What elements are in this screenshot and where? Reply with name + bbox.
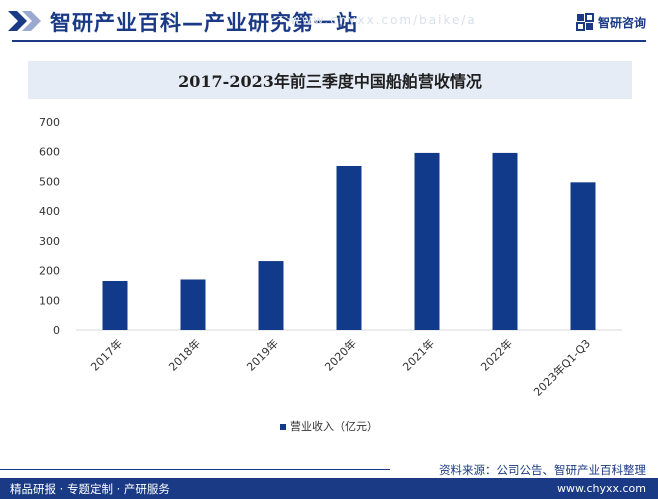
footer-website[interactable]: www.chyxx.com — [556, 482, 646, 495]
legend-label: 营业收入（亿元） — [290, 420, 378, 433]
x-tick-label: 2020年 — [322, 336, 359, 373]
y-tick-label: 100 — [39, 294, 60, 307]
x-tick-label: 2022年 — [478, 336, 515, 373]
x-tick-label: 2017年 — [88, 336, 125, 373]
y-tick-label: 300 — [39, 235, 60, 248]
y-tick-label: 700 — [39, 116, 60, 129]
chart-legend: 营业收入（亿元） — [0, 418, 658, 434]
header-divider — [12, 40, 646, 42]
legend-swatch — [280, 424, 286, 430]
y-tick-label: 400 — [39, 205, 60, 218]
bar-6 — [570, 182, 596, 330]
x-tick-label: 2021年 — [400, 336, 437, 373]
brand[interactable]: 智研咨询 — [575, 13, 646, 31]
bar-0 — [102, 280, 128, 330]
brand-logo-icon — [575, 13, 594, 31]
chart-title: 2017-2023年前三季度中国船舶营收情况 — [178, 72, 482, 91]
chart-title-bar: 2017-2023年前三季度中国船舶营收情况 — [28, 61, 632, 99]
site-title: 智研产业百科—产业研究第一站 — [50, 11, 358, 35]
footer-divider — [0, 469, 390, 470]
bar-4 — [414, 152, 440, 330]
y-tick-label: 600 — [39, 146, 60, 159]
y-tick-label: 200 — [39, 265, 60, 278]
x-tick-label: 2018年 — [166, 336, 203, 373]
y-tick-label: 0 — [53, 324, 60, 337]
brand-name: 智研咨询 — [597, 15, 646, 30]
bar-3 — [336, 165, 362, 330]
x-tick-label: 2019年 — [244, 336, 281, 373]
site-subtitle: www.chyxx.com/baike/a — [290, 13, 477, 27]
x-tick-label: 2023年Q1-Q3 — [530, 336, 593, 399]
footer-bar: 精品研报 · 专题定制 · 产研服务 www.chyxx.com — [0, 478, 658, 499]
footer-tagline: 精品研报 · 专题定制 · 产研服务 — [10, 482, 170, 496]
bar-2 — [258, 261, 284, 330]
bar-5 — [492, 152, 518, 330]
source-note: 资料来源：公司公告、智研产业百科整理 — [439, 463, 646, 477]
y-tick-label: 500 — [39, 175, 60, 188]
page-header: 智研产业百科—产业研究第一站 www.chyxx.com/baike/a 智研咨… — [0, 0, 658, 44]
bar-chart: 0 100 200 300 400 500 600 700 2017年 2018年 2019年 202… — [39, 116, 622, 399]
chevron-right-icon — [8, 11, 41, 31]
bar-1 — [180, 279, 206, 330]
